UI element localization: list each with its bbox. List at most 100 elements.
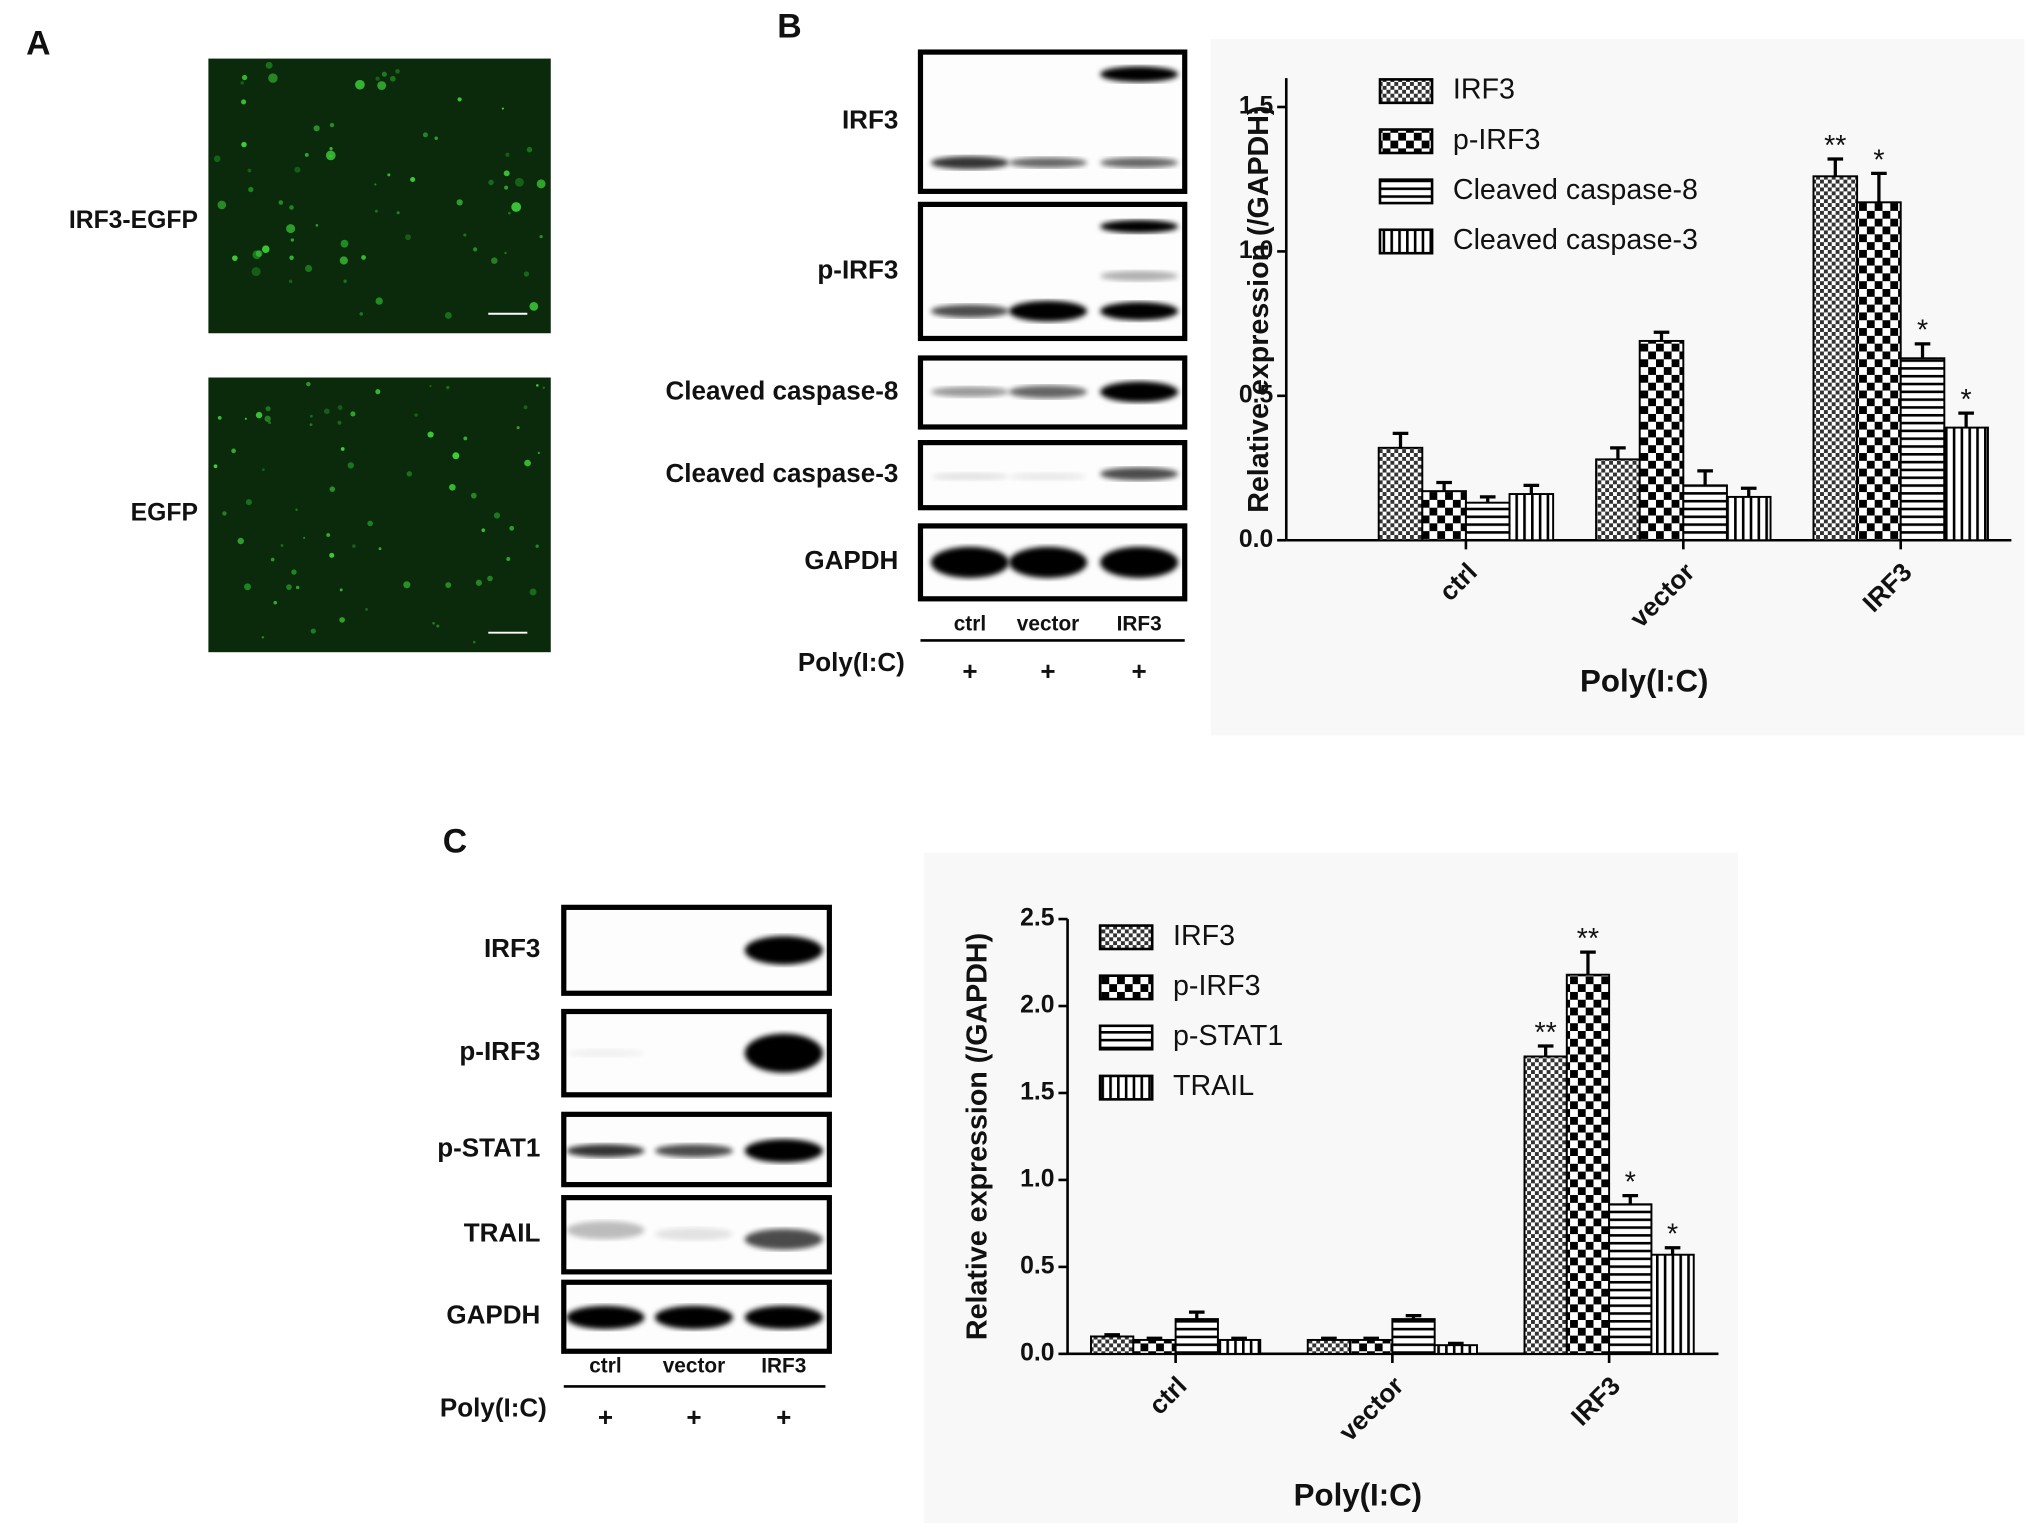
cell — [244, 417, 247, 420]
cell — [444, 312, 452, 319]
band — [566, 1049, 645, 1058]
y-tick-label: 1.0 — [1239, 237, 1273, 264]
cell — [414, 413, 418, 417]
cell — [501, 107, 504, 110]
bar — [1391, 1318, 1436, 1355]
significance-label: * — [1873, 144, 1884, 176]
lane-label: vector — [1017, 612, 1079, 635]
sign: + — [962, 656, 977, 686]
cell — [473, 247, 478, 252]
cell — [326, 533, 331, 537]
cell — [395, 69, 400, 74]
error-bar — [1740, 486, 1757, 497]
error-bar — [1188, 1310, 1205, 1320]
cell — [406, 471, 412, 477]
cell — [523, 271, 530, 277]
legend-label: p-IRF3 — [1173, 970, 1260, 1002]
cell — [213, 155, 221, 163]
cell — [410, 177, 416, 183]
bar — [1132, 1338, 1177, 1355]
cell — [436, 624, 440, 628]
bar — [1174, 1318, 1219, 1355]
cell — [365, 608, 368, 611]
cell — [306, 381, 311, 387]
cell — [526, 146, 533, 153]
band — [1008, 385, 1088, 399]
error-bar — [1827, 157, 1844, 177]
cell — [506, 557, 511, 561]
treatment-label: Poly(I:C) — [798, 647, 905, 677]
cell — [265, 61, 273, 69]
legend-label: IRF3 — [1453, 74, 1515, 106]
cell — [536, 384, 539, 387]
cell — [340, 447, 345, 451]
cell — [329, 552, 335, 558]
cell — [217, 200, 227, 210]
cell — [213, 464, 218, 469]
cell — [434, 136, 438, 140]
bar — [1349, 1338, 1394, 1355]
blot-label: IRF3 — [842, 105, 898, 135]
cell — [241, 74, 248, 81]
band — [1008, 157, 1088, 168]
micrograph — [208, 58, 551, 334]
cell — [241, 99, 247, 105]
cell — [375, 389, 381, 395]
sign: + — [1040, 656, 1055, 686]
cell — [261, 245, 270, 253]
cell — [251, 267, 261, 277]
cell — [504, 251, 507, 255]
cell — [325, 150, 336, 161]
cell — [295, 508, 298, 511]
cell — [289, 255, 294, 260]
cell — [313, 125, 320, 132]
y-tick-label: 0.5 — [1239, 381, 1274, 408]
cell — [381, 71, 387, 77]
cell — [222, 511, 227, 516]
cell — [304, 152, 309, 157]
cell — [396, 211, 400, 215]
cell — [231, 448, 236, 454]
blot-label: p-STAT1 — [437, 1132, 540, 1162]
cell — [390, 75, 396, 82]
bar — [1638, 339, 1685, 542]
error-bar — [1958, 411, 1974, 428]
band — [566, 1221, 645, 1240]
cell — [481, 528, 486, 533]
cell — [268, 73, 278, 83]
bar — [1899, 357, 1946, 542]
cell — [248, 186, 254, 193]
micrograph — [208, 377, 551, 653]
band — [1100, 220, 1179, 234]
cell — [262, 468, 265, 472]
image-label: EGFP — [131, 500, 198, 527]
cell — [286, 584, 292, 590]
lane-label: ctrl — [954, 612, 986, 635]
legend-label: Cleaved caspase-8 — [1453, 174, 1698, 206]
cell — [361, 255, 366, 260]
legend-swatch — [1098, 1024, 1154, 1051]
sign: + — [1132, 656, 1147, 686]
band — [654, 1305, 734, 1330]
band — [566, 1305, 645, 1330]
sign: + — [776, 1402, 791, 1432]
error-bar — [1664, 1246, 1681, 1255]
cell — [232, 255, 238, 261]
cell — [509, 525, 515, 531]
significance-label: ** — [1535, 1017, 1557, 1049]
error-bar — [1479, 495, 1496, 503]
cell — [324, 408, 330, 415]
cell — [288, 279, 293, 284]
cell — [237, 537, 244, 545]
cell — [289, 205, 294, 210]
cell — [355, 79, 365, 90]
error-bar — [1610, 446, 1626, 460]
error-bar — [1537, 1044, 1554, 1057]
y-tick-label: 1.0 — [1020, 1165, 1054, 1192]
lane-label: ctrl — [589, 1354, 621, 1377]
band — [744, 935, 823, 965]
cell — [304, 264, 313, 273]
cell — [539, 234, 543, 239]
bar — [1650, 1253, 1695, 1355]
cell — [524, 459, 531, 467]
